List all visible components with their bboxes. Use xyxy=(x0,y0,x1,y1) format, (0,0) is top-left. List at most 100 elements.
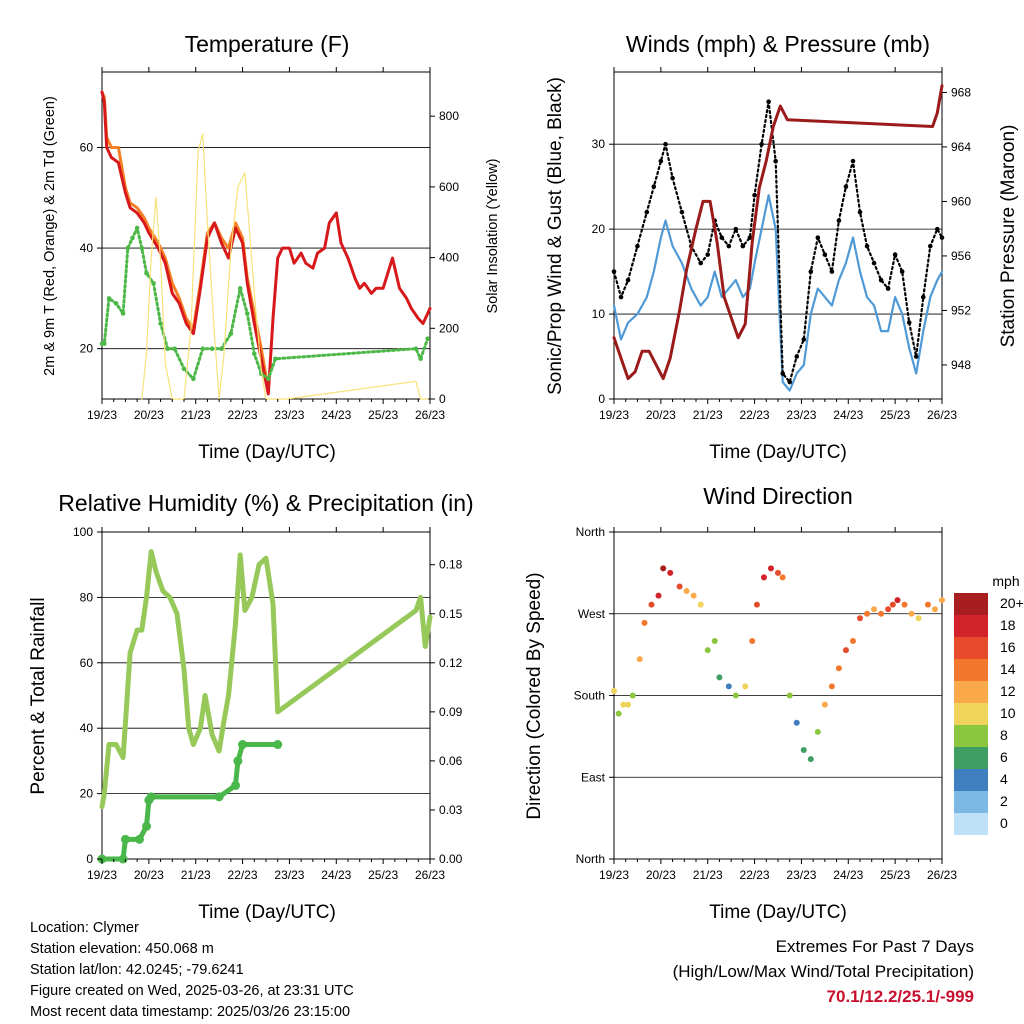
direction-grid xyxy=(614,613,942,778)
y-right-tick-label-1: 200 xyxy=(439,321,459,335)
colorbar-tick-6: 8 xyxy=(1000,727,1008,743)
series-point xyxy=(611,269,617,274)
x-tick-label-4: 23/23 xyxy=(274,868,304,882)
winds-axes: 19/23 20/23 21/23 22/23 23/23 24/23 25/23 26/23… xyxy=(592,67,971,422)
series-point xyxy=(670,175,675,181)
temperature-title: Temperature (F) xyxy=(185,31,350,57)
series-point xyxy=(766,99,771,105)
series-point xyxy=(200,346,206,351)
y-right-tick-label-4: 0.12 xyxy=(439,656,463,670)
series-point xyxy=(130,235,135,241)
series-point xyxy=(871,260,877,266)
winds-series-group xyxy=(611,84,945,392)
series-point xyxy=(808,269,814,274)
y-tick-label-2: 20 xyxy=(592,222,606,236)
direction-point xyxy=(655,592,662,599)
series-point xyxy=(698,260,703,266)
x-tick-label-0: 19/23 xyxy=(599,408,629,422)
y-tick-label-0: North xyxy=(576,852,605,866)
y-tick-label-2: 60 xyxy=(80,140,94,154)
series-point xyxy=(733,226,739,232)
series-point xyxy=(106,296,112,301)
direction-point xyxy=(742,683,749,690)
direction-axes: 19/23 20/23 21/23 22/23 23/23 24/23 25/23 26/23… xyxy=(574,525,958,882)
station-latlon: Station lat/lon: 42.0245; -79.6241 xyxy=(30,962,244,978)
series-point xyxy=(219,346,224,351)
series-point xyxy=(273,740,283,750)
y-right-tick-label-5: 0.15 xyxy=(439,607,463,621)
y-right-tick-label-4: 964 xyxy=(951,140,971,154)
x-tick-label-5: 24/23 xyxy=(833,868,863,882)
x-tick-label-1: 20/23 xyxy=(646,408,676,422)
series-point xyxy=(251,351,257,357)
y-tick-label-4: North xyxy=(576,525,605,539)
series-gust xyxy=(612,100,944,384)
x-tick-label-0: 19/23 xyxy=(87,408,117,422)
series-point xyxy=(134,834,144,844)
series-point xyxy=(266,376,271,382)
direction-point xyxy=(793,719,800,726)
colorbar-swatch-7 xyxy=(954,747,988,769)
y-tick-label-1: 10 xyxy=(592,307,606,321)
series-point xyxy=(134,225,140,231)
colorbar-tick-2: 16 xyxy=(1000,639,1016,655)
series-point xyxy=(158,321,163,326)
series-point xyxy=(663,141,668,147)
series-point xyxy=(878,277,884,283)
humidity-x-axis-label: Time (Day/UTC) xyxy=(198,902,336,923)
humidity-y-axis-label: Percent & Total Rainfall xyxy=(28,597,49,794)
series-point xyxy=(120,311,126,316)
series-point xyxy=(801,337,807,342)
series-point xyxy=(773,158,778,164)
y-tick-label-1: 20 xyxy=(80,787,94,801)
direction-x-axis-label: Time (Day/UTC) xyxy=(709,902,847,923)
winds-panel: Winds (mph) & Pressure (mb) 19/23 20/23 21… xyxy=(545,31,1019,463)
series-point xyxy=(413,346,419,351)
direction-point xyxy=(753,601,760,608)
humidity-title: Relative Humidity (%) & Precipitation (i… xyxy=(58,490,473,516)
x-tick-label-6: 25/23 xyxy=(368,868,398,882)
humidity-axes: 19/23 20/23 21/23 22/23 23/23 24/23 25/23 26/23… xyxy=(73,525,463,882)
colorbar-swatch-4 xyxy=(954,681,988,703)
series-point xyxy=(719,235,725,240)
x-tick-label-2: 21/23 xyxy=(693,408,723,422)
series-relative-humidity xyxy=(99,549,433,810)
direction-point xyxy=(775,569,781,576)
series-point xyxy=(679,209,685,215)
y-tick-label-5: 100 xyxy=(73,525,93,539)
x-tick-label-7: 26/23 xyxy=(927,408,957,422)
extremes-subtitle: (High/Low/Max Wind/Total Precipitation) xyxy=(672,962,974,981)
x-tick-label-1: 20/23 xyxy=(134,868,164,882)
y-tick-label-3: 30 xyxy=(592,137,606,151)
extremes-box: Extremes For Past 7 Days (High/Low/Max W… xyxy=(673,934,974,1009)
direction-point xyxy=(636,656,643,663)
series-point xyxy=(906,320,912,325)
series-point xyxy=(836,218,842,223)
x-tick-label-0: 19/23 xyxy=(599,868,629,882)
x-tick-label-0: 19/23 xyxy=(87,868,117,882)
humidity-plot-frame xyxy=(101,531,431,860)
direction-point xyxy=(660,565,667,572)
direction-point xyxy=(697,601,704,608)
series-point xyxy=(273,356,278,362)
series-point xyxy=(939,235,945,240)
colorbar-label: mph xyxy=(992,573,1019,589)
extremes-values: 70.1/12.2/25.1/-999 xyxy=(826,987,974,1006)
direction-point xyxy=(857,615,863,622)
series-point xyxy=(113,301,119,306)
colorbar-swatch-1 xyxy=(954,615,988,637)
y-right-tick-label-0: 0.00 xyxy=(439,852,463,866)
series-point xyxy=(120,834,130,844)
direction-point xyxy=(625,701,632,708)
y-right-tick-label-1: 952 xyxy=(951,303,971,317)
x-tick-label-7: 26/23 xyxy=(927,868,957,882)
direction-point xyxy=(676,583,683,590)
colorbar-tick-1: 18 xyxy=(1000,617,1016,633)
temperature-series-group xyxy=(99,90,432,400)
direction-point xyxy=(908,610,915,617)
direction-point xyxy=(871,606,878,613)
x-tick-label-2: 21/23 xyxy=(181,868,211,882)
series-point xyxy=(244,311,250,316)
y-tick-label-1: 40 xyxy=(80,241,94,255)
series-point xyxy=(752,192,757,198)
